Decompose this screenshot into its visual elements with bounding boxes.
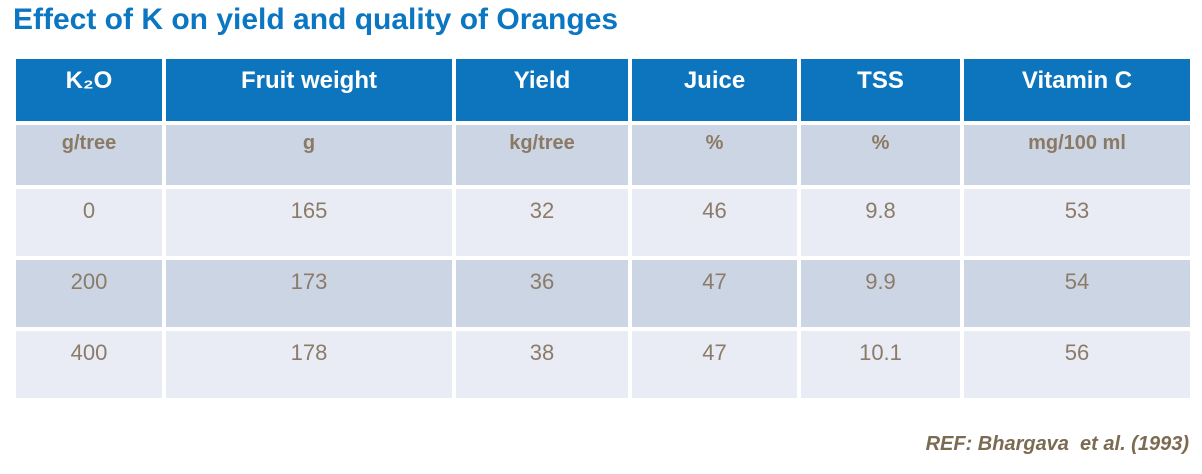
table-cell: 9.8 [797,185,964,260]
unit-cell-vitamin-c: mg/100 ml [960,121,1194,189]
table-cell: 400 [12,327,166,402]
table-cell: 165 [162,185,456,260]
table-cell: 46 [628,185,801,260]
unit-cell-fruit-weight: g [162,121,456,189]
page-title: Effect of K on yield and quality of Oran… [13,3,619,36]
unit-cell-tss: % [797,121,964,189]
table-header-row: K₂O Fruit weight Yield Juice TSS Vitamin… [12,55,1194,125]
column-header-k2o: K₂O [12,55,166,125]
table-row-0: 0 165 32 46 9.8 53 [12,185,1194,260]
unit-cell-k2o: g/tree [12,121,166,189]
table-cell: 10.1 [797,327,964,402]
table-cell: 56 [960,327,1194,402]
table-cell: 178 [162,327,456,402]
table-cell: 9.9 [797,256,964,331]
table-units-row: g/tree g kg/tree % % mg/100 ml [12,121,1194,189]
column-header-vitamin-c: Vitamin C [960,55,1194,125]
reference-text: REF: Bhargava et al. (1993) [925,433,1189,455]
table-cell: 53 [960,185,1194,260]
table-row-400: 400 178 38 47 10.1 56 [12,327,1194,402]
oranges-data-table: K₂O Fruit weight Yield Juice TSS Vitamin… [12,55,1194,402]
table-cell: 38 [452,327,632,402]
table-cell: 54 [960,256,1194,331]
table-row-200: 200 173 36 47 9.9 54 [12,256,1194,331]
table-cell: 32 [452,185,632,260]
column-header-fruit-weight: Fruit weight [162,55,456,125]
table-cell: 47 [628,327,801,402]
table-cell: 36 [452,256,632,331]
unit-cell-yield: kg/tree [452,121,632,189]
column-header-yield: Yield [452,55,632,125]
column-header-tss: TSS [797,55,964,125]
table-cell: 200 [12,256,166,331]
unit-cell-juice: % [628,121,801,189]
table-cell: 173 [162,256,456,331]
column-header-juice: Juice [628,55,801,125]
table-cell: 47 [628,256,801,331]
table-cell: 0 [12,185,166,260]
